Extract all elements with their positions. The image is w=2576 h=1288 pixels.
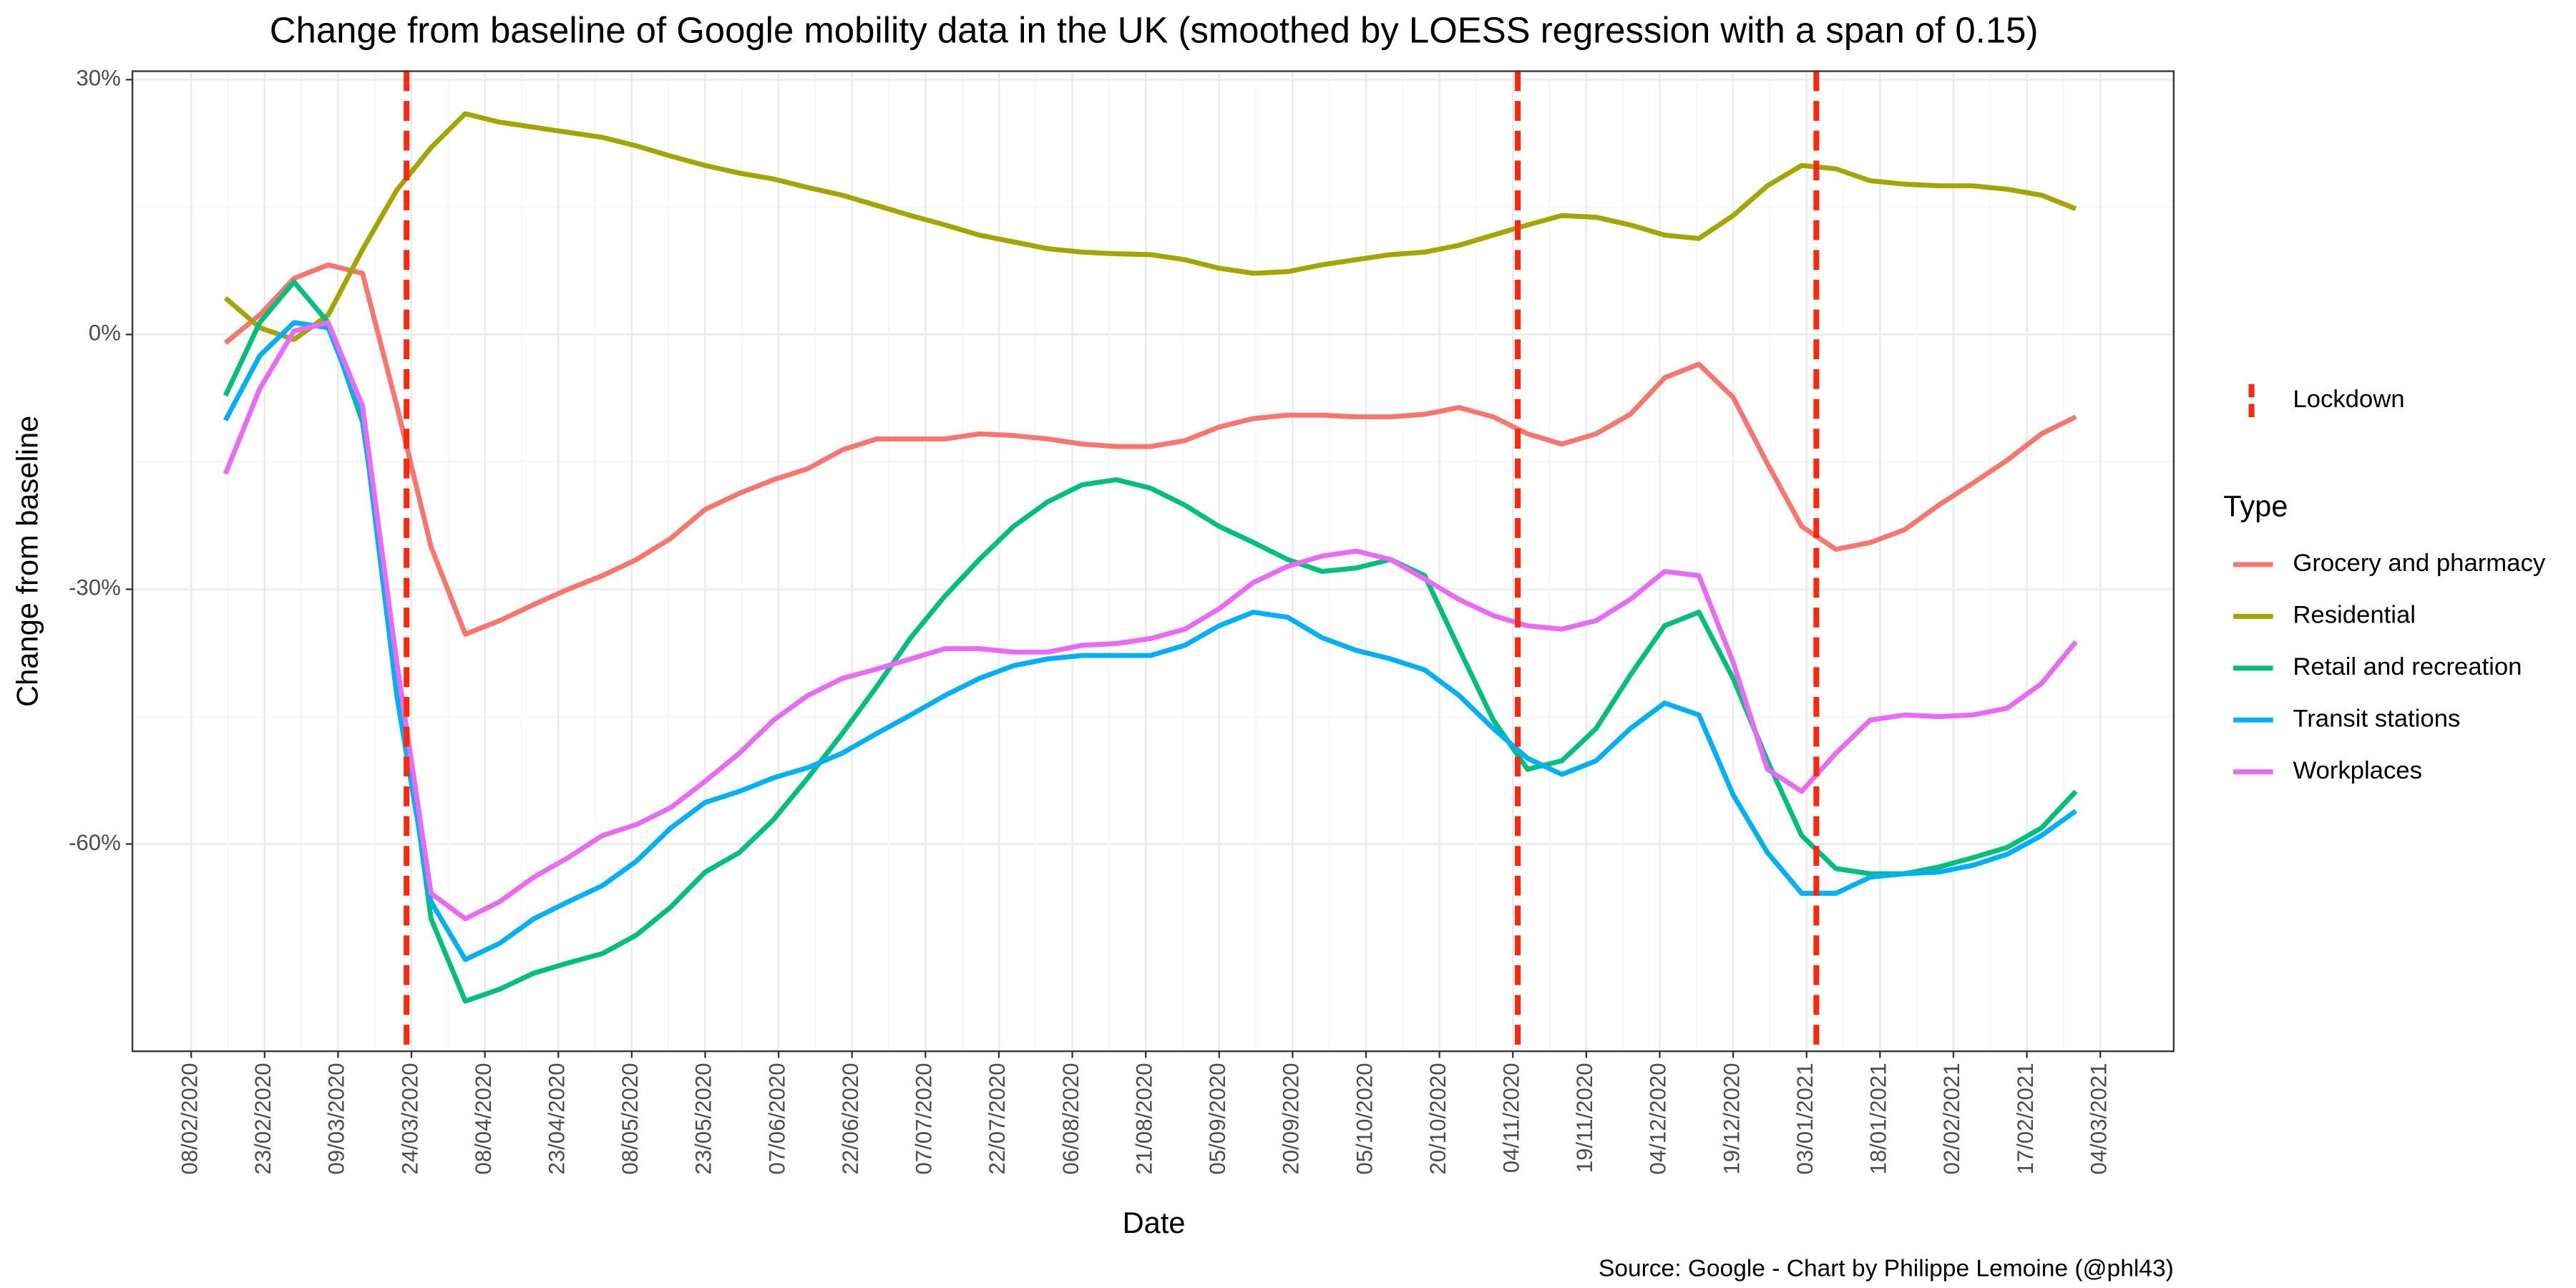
x-tick-label: 23/04/2020 [545, 1063, 570, 1174]
legend-label: Transit stations [2293, 705, 2460, 732]
legend-label: Lockdown [2293, 386, 2404, 413]
x-tick-label: 23/05/2020 [691, 1063, 716, 1174]
legend-label: Workplaces [2293, 757, 2422, 784]
y-tick-label: -30% [69, 575, 121, 600]
series-line [223, 320, 2077, 962]
x-tick-label: 20/09/2020 [1279, 1063, 1304, 1174]
y-axis-title: Change from baseline [11, 416, 44, 707]
x-tick-label: 21/08/2020 [1131, 1063, 1156, 1174]
x-tick-label: 19/12/2020 [1719, 1063, 1744, 1174]
x-tick-label: 23/02/2020 [250, 1063, 275, 1174]
x-tick-label: 07/06/2020 [764, 1063, 789, 1174]
legend: Type Lockdown Grocery and pharmacy Residen… [2223, 384, 2546, 784]
x-tick-label: 17/02/2021 [2013, 1063, 2038, 1174]
x-axis-title: Date [1123, 1206, 1186, 1239]
x-tick-label: 18/01/2021 [1866, 1063, 1891, 1174]
panel-border [131, 70, 2175, 1053]
x-tick-label: 06/08/2020 [1058, 1063, 1083, 1174]
y-tick-label: 30% [76, 66, 120, 91]
x-tick-label: 22/06/2020 [838, 1063, 863, 1174]
x-tick-label: 05/09/2020 [1205, 1063, 1230, 1174]
x-tick-label: 19/11/2020 [1572, 1063, 1597, 1173]
x-tick-label: 24/03/2020 [397, 1063, 422, 1174]
legend-label: Grocery and pharmacy [2293, 550, 2545, 577]
legend-title: Type [2223, 489, 2288, 522]
series-line [223, 320, 2078, 922]
x-tick-label: 04/11/2020 [1499, 1063, 1524, 1173]
series-line [223, 262, 2077, 637]
y-tick-label: -60% [69, 830, 121, 855]
x-tick-label: 08/04/2020 [471, 1063, 496, 1174]
series-line [223, 111, 2077, 343]
y-tick-label: 0% [89, 321, 121, 346]
x-tick-label: 03/01/2021 [1792, 1063, 1818, 1174]
series-line [223, 279, 2078, 1004]
x-tick-label: 05/10/2020 [1352, 1063, 1377, 1174]
source-note: Source: Google - Chart by Philippe Lemoi… [1599, 1255, 2174, 1282]
x-tick-label: 02/02/2021 [1939, 1063, 1964, 1174]
x-tick-label: 08/05/2020 [618, 1063, 643, 1174]
x-tick-label: 08/02/2020 [177, 1063, 202, 1174]
x-tick-label: 09/03/2020 [324, 1063, 349, 1174]
x-tick-label: 07/07/2020 [912, 1063, 937, 1174]
grid [132, 71, 2174, 1052]
plot-area [223, 71, 2078, 1052]
x-tick-label: 22/07/2020 [985, 1063, 1010, 1174]
chart-title: Change from baseline of Google mobility … [270, 10, 2039, 51]
legend-label: Residential [2293, 602, 2416, 629]
legend-label: Retail and recreation [2293, 653, 2522, 680]
x-tick-label: 04/03/2021 [2086, 1063, 2111, 1174]
x-tick-label: 04/12/2020 [1646, 1063, 1671, 1174]
x-tick-label: 20/10/2020 [1425, 1063, 1450, 1174]
